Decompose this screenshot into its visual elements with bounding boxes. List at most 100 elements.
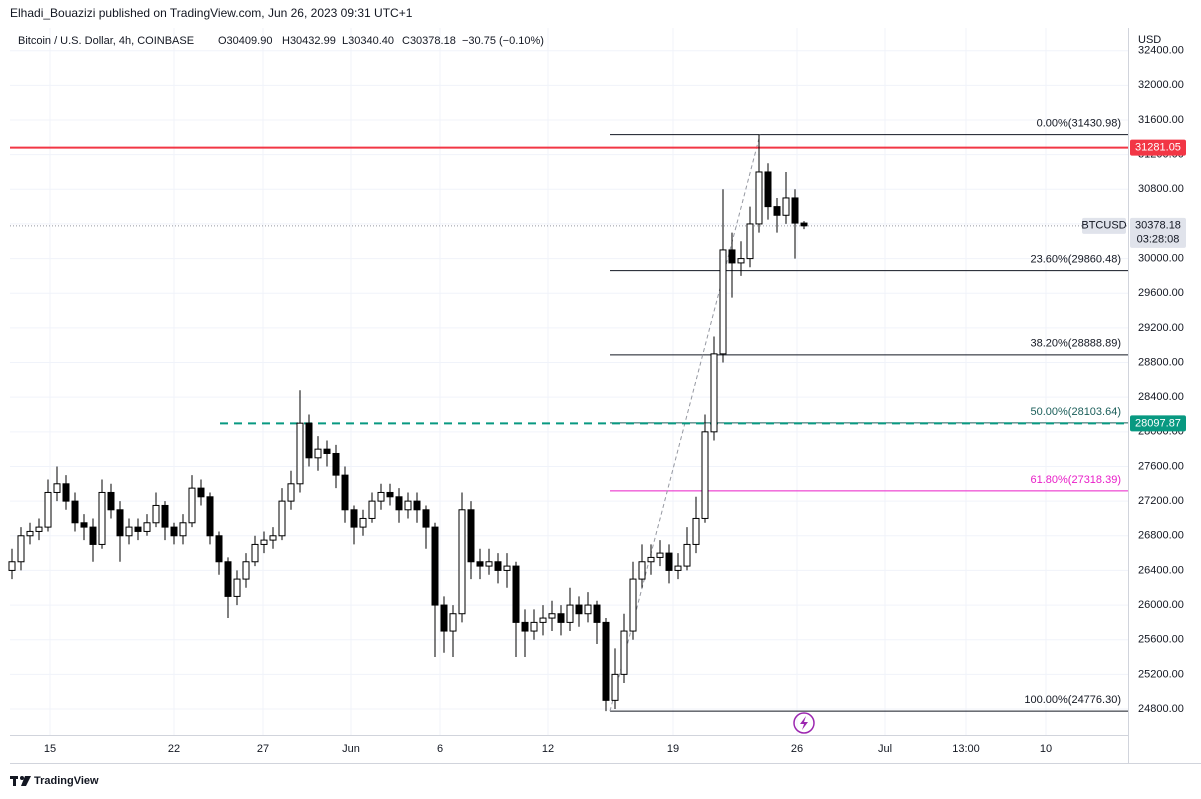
y-tick-label: 29200.00: [1138, 322, 1184, 334]
symbol-label: BTCUSD: [1081, 220, 1126, 232]
candle-body: [215, 535, 223, 563]
price-tag-label: 30378.18: [1135, 220, 1181, 232]
y-tick-label: 24800.00: [1138, 703, 1184, 715]
x-tick-label: 15: [44, 743, 56, 755]
fib-label: 23.60%(29860.48): [1030, 254, 1121, 266]
fib-label: 38.20%(28888.89): [1030, 338, 1121, 350]
candle-body: [377, 491, 385, 502]
y-tick-label: 32000.00: [1138, 79, 1184, 91]
y-tick-label: 25200.00: [1138, 668, 1184, 680]
candle-body: [413, 500, 421, 511]
candle-body: [764, 171, 772, 208]
x-tick-label: 27: [257, 743, 269, 755]
countdown: 03:28:08: [1137, 234, 1180, 246]
candle-body: [134, 526, 142, 532]
fib-label: 0.00%(31430.98): [1037, 118, 1121, 130]
y-tick-label: 31600.00: [1138, 114, 1184, 126]
candle-body: [683, 543, 691, 567]
candle-body: [404, 500, 412, 511]
candle-body: [656, 552, 664, 558]
y-tick-label: 28400.00: [1138, 391, 1184, 403]
candle-body: [575, 604, 583, 615]
candle-body: [152, 504, 160, 524]
candle-body: [359, 517, 367, 528]
price-tag: [1130, 415, 1186, 432]
candle-body: [449, 613, 457, 632]
candle-body: [197, 487, 205, 498]
y-tick-label: 25600.00: [1138, 634, 1184, 646]
candle-body: [26, 530, 34, 537]
brand: TradingView: [34, 775, 99, 787]
y-tick-label: 27600.00: [1138, 460, 1184, 472]
candle-body: [35, 526, 43, 532]
candle-body: [143, 522, 151, 532]
candle-body: [548, 613, 556, 619]
candle-body: [386, 491, 394, 498]
candle-body: [620, 630, 628, 675]
candle-body: [269, 535, 277, 541]
chart-title: Bitcoin / U.S. Dollar, 4h, COINBASE: [18, 35, 194, 47]
candle-body: [71, 500, 79, 524]
ohlc-legend: −30.75 (−0.10%): [462, 35, 544, 47]
candle-body: [89, 526, 97, 545]
x-tick-label: 26: [791, 743, 803, 755]
candle-body: [440, 604, 448, 632]
candle-body: [332, 452, 340, 476]
symbol-tag: [1082, 217, 1126, 234]
x-tick-label: Jul: [878, 743, 892, 755]
logo: [10, 776, 31, 786]
candle-body: [800, 222, 808, 227]
candle-body: [629, 578, 637, 632]
candle-body: [242, 561, 250, 580]
candle-body: [665, 552, 673, 571]
x-tick-label: 12: [542, 743, 554, 755]
candle-body: [773, 206, 781, 216]
candle-body: [395, 496, 403, 511]
x-tick-label: 22: [168, 743, 180, 755]
price-tag: [1130, 217, 1186, 248]
candle-body: [755, 171, 763, 225]
candle-body: [80, 522, 88, 528]
x-tick-label: 19: [667, 743, 679, 755]
candle-body: [431, 526, 439, 606]
event-icon[interactable]: [793, 712, 815, 734]
candle-body: [557, 613, 565, 623]
fib-label: 50.00%(28103.64): [1030, 406, 1121, 418]
candle-body: [44, 491, 52, 528]
ohlc-legend: O30409.90: [218, 35, 272, 47]
x-tick-label: 6: [437, 743, 443, 755]
candle-body: [647, 556, 655, 563]
candle-body: [107, 491, 115, 511]
y-tick-label: 26000.00: [1138, 599, 1184, 611]
y-tick-label: 29600.00: [1138, 287, 1184, 299]
candle-body: [503, 565, 511, 571]
candle-body: [521, 621, 529, 632]
y-tick-label: 28800.00: [1138, 356, 1184, 368]
candle-body: [305, 422, 313, 459]
candle-body: [314, 448, 322, 459]
candle-body: [467, 509, 475, 563]
candle-body: [782, 197, 790, 216]
x-tick-label: 10: [1040, 743, 1052, 755]
candle-body: [692, 517, 700, 545]
candle-body: [737, 258, 745, 264]
y-tick-label: 27200.00: [1138, 495, 1184, 507]
candle-body: [17, 535, 25, 563]
x-tick-label: 13:00: [952, 743, 980, 755]
candle-body: [170, 526, 178, 537]
candle-body: [206, 496, 214, 537]
ohlc-legend: C30378.18: [402, 35, 456, 47]
candle-body: [539, 617, 547, 623]
candle-body: [602, 621, 610, 701]
candle-body: [494, 561, 502, 571]
candle-body: [287, 483, 295, 502]
candle-body: [233, 578, 241, 597]
candle-body: [179, 522, 187, 537]
candle-body: [701, 431, 709, 519]
candle-body: [719, 249, 727, 355]
y-tick-label: 30000.00: [1138, 252, 1184, 264]
candle-body: [746, 223, 754, 260]
candle-body: [710, 353, 718, 433]
candle-body: [323, 448, 331, 454]
